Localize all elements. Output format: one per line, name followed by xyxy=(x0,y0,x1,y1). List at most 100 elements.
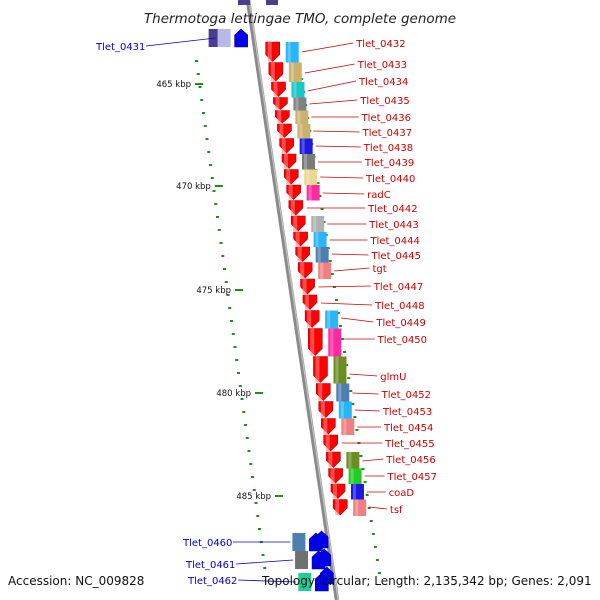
cog-bar-shine xyxy=(317,247,321,263)
gc-dot-left xyxy=(207,151,211,153)
cog-bar-shine xyxy=(338,383,342,402)
cog-bar-tlet_0450 xyxy=(328,328,342,357)
gc-dot-left xyxy=(237,372,240,374)
gene-arrow-shine xyxy=(284,154,289,169)
scale-tick-label: 465 kbp xyxy=(156,80,191,90)
reverse-gene-arrow xyxy=(320,566,334,585)
genome-summary-text: Topology: circular; Length: 2,135,342 bp… xyxy=(261,574,592,588)
cog-bar-tlet_0433 xyxy=(288,62,302,82)
genome-backbone xyxy=(245,0,340,600)
gc-dot-right xyxy=(330,273,334,275)
leader-line xyxy=(145,37,216,47)
cog-bar-tgt xyxy=(318,262,332,279)
accession-text: Accession: NC_009828 xyxy=(8,574,144,588)
gc-dot-left xyxy=(195,60,198,62)
gene-label-coad: coaD xyxy=(389,488,415,499)
leader-line xyxy=(369,506,387,510)
cog-bar-shine xyxy=(352,484,356,500)
cog-bar-tlet_0443 xyxy=(311,216,325,232)
leader-line xyxy=(318,285,371,288)
gc-dot-left xyxy=(205,138,209,140)
gene-label-tlet_0438: Tlet_0438 xyxy=(363,143,413,154)
gene-label-tlet_0445: Tlet_0445 xyxy=(371,251,421,262)
gc-dot-left xyxy=(256,515,260,517)
leader-line xyxy=(349,373,378,377)
gene-fragment-top xyxy=(266,0,278,5)
gc-dot-left xyxy=(219,242,223,244)
cog-bar-tsf xyxy=(353,499,367,516)
gene-arrow-shine xyxy=(267,42,272,62)
gene-label-tlet_0442: Tlet_0442 xyxy=(367,204,417,215)
cog-bar-coad xyxy=(350,484,364,500)
gene-label-tlet_0434: Tlet_0434 xyxy=(358,77,408,88)
cog-bar-tlet_0456 xyxy=(346,452,360,469)
gc-dot-left xyxy=(230,320,233,322)
gene-label-tlet_0432: Tlet_0432 xyxy=(355,39,405,50)
leader-line xyxy=(304,63,355,74)
gc-dot-left xyxy=(238,385,242,387)
gene-arrow-shine xyxy=(277,110,282,123)
cog-bar-shine xyxy=(308,185,312,201)
gc-dot-left xyxy=(240,398,244,400)
gc-dot-right xyxy=(359,455,363,457)
backbone-highlight xyxy=(248,0,339,600)
gene-arrow-shine xyxy=(281,138,286,153)
cog-bar-radc xyxy=(306,185,320,201)
gene-arrow-shine xyxy=(290,200,295,215)
gc-dot-left xyxy=(212,190,216,192)
cog-bar-tlet_0457 xyxy=(348,468,362,484)
gene-label-tlet_0461: Tlet_0461 xyxy=(185,560,235,571)
gene-labels: Tlet_0432 Tlet_0433 Tlet_0434 Tlet_0435 Tlet… xyxy=(95,39,437,587)
gc-dot-left xyxy=(242,411,246,413)
gene-arrow-shine xyxy=(273,82,278,97)
leader-line xyxy=(313,130,360,133)
cog-color-track xyxy=(217,29,367,591)
label-leader-lines xyxy=(145,37,387,583)
gene-arrow-shine xyxy=(304,295,309,310)
cog-bar-shine xyxy=(320,262,324,279)
cog-bar-shine xyxy=(343,418,347,435)
gc-dot-right xyxy=(318,195,322,197)
gc-dot-right xyxy=(369,520,373,522)
gene-arrow-shine xyxy=(302,279,307,294)
cog-bar-shine xyxy=(295,97,299,111)
gc-dot-right xyxy=(345,364,349,366)
gc-dot-left xyxy=(216,216,219,218)
gene-label-tlet_0449: Tlet_0449 xyxy=(375,318,425,329)
reverse-gene-arrow xyxy=(317,548,331,567)
gc-dot-left xyxy=(196,73,200,75)
gc-dot-left xyxy=(231,333,235,335)
gc-dot-left xyxy=(252,489,256,491)
cog-bar-shine xyxy=(335,356,339,384)
cog-bar-tlet_0444 xyxy=(313,232,327,247)
cog-bar-tlet_0440 xyxy=(304,169,318,185)
gene-label-tlet_0450: Tlet_0450 xyxy=(377,335,427,346)
gc-dot-left xyxy=(200,99,204,101)
gene-label-tlet_0462: Tlet_0462 xyxy=(187,576,237,587)
gene-label-tlet_0444: Tlet_0444 xyxy=(369,236,419,247)
cog-bar-glmu xyxy=(333,356,347,384)
cog-bar-shine xyxy=(348,452,352,469)
gc-dot-right xyxy=(355,429,359,431)
cog-bar-tlet_0432 xyxy=(285,42,299,63)
gene-label-tlet_0433: Tlet_0433 xyxy=(357,60,407,71)
gene-label-tlet_0440: Tlet_0440 xyxy=(365,174,415,185)
gene-arrow-shine xyxy=(297,247,302,262)
gene-label-tlet_0431: Tlet_0431 xyxy=(95,42,145,53)
gc-dot-right xyxy=(353,416,357,418)
gc-dot-left xyxy=(224,281,228,283)
gc-dot-left xyxy=(251,476,254,478)
gene-arrow-shine xyxy=(315,356,320,383)
scale-tick-label: 470 kbp xyxy=(176,182,211,192)
gc-dot-left xyxy=(261,554,265,556)
gc-dot-right xyxy=(349,390,353,392)
gc-dot-left xyxy=(235,359,239,361)
leader-line xyxy=(352,392,379,395)
gene-label-tlet_0460: Tlet_0460 xyxy=(182,538,232,549)
gene-label-radc: radC xyxy=(367,190,391,201)
cog-bar-tlet_0436 xyxy=(295,110,309,124)
cog-bar-shine xyxy=(299,124,303,139)
cog-bar-shine xyxy=(313,216,317,232)
cog-bar-tlet_0435 xyxy=(293,97,307,111)
gc-dot-right xyxy=(365,494,369,496)
